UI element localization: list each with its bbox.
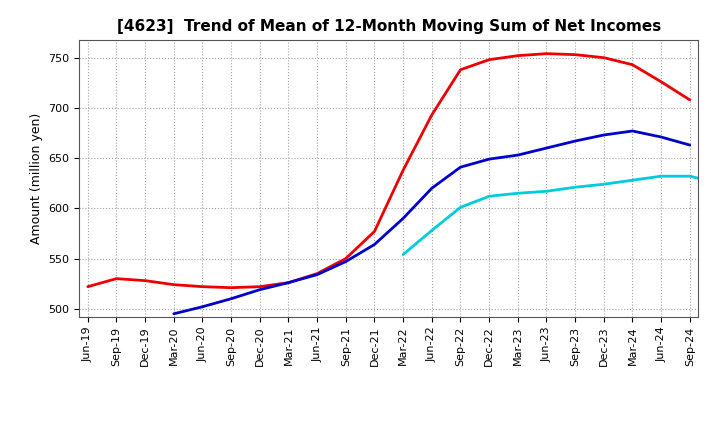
7 Years: [485, 194, 493, 199]
5 Years: [542, 146, 551, 151]
5 Years: [399, 216, 408, 221]
3 Years: [571, 52, 580, 57]
Line: 5 Years: 5 Years: [174, 131, 690, 314]
3 Years: [141, 278, 150, 283]
3 Years: [169, 282, 178, 287]
Line: 7 Years: 7 Years: [403, 176, 720, 254]
5 Years: [685, 143, 694, 148]
7 Years: [600, 182, 608, 187]
Y-axis label: Amount (million yen): Amount (million yen): [30, 113, 42, 244]
5 Years: [370, 242, 379, 247]
5 Years: [428, 186, 436, 191]
3 Years: [227, 285, 235, 290]
3 Years: [399, 168, 408, 173]
5 Years: [169, 311, 178, 316]
3 Years: [428, 112, 436, 117]
7 Years: [571, 185, 580, 190]
5 Years: [628, 128, 636, 134]
5 Years: [456, 165, 465, 170]
5 Years: [571, 139, 580, 144]
5 Years: [312, 272, 321, 277]
3 Years: [341, 256, 350, 261]
3 Years: [456, 67, 465, 72]
7 Years: [628, 178, 636, 183]
7 Years: [685, 173, 694, 179]
5 Years: [600, 132, 608, 138]
3 Years: [513, 53, 522, 59]
5 Years: [198, 304, 207, 309]
7 Years: [456, 205, 465, 210]
7 Years: [714, 180, 720, 186]
3 Years: [198, 284, 207, 290]
5 Years: [284, 280, 293, 285]
3 Years: [542, 51, 551, 56]
3 Years: [657, 79, 665, 84]
3 Years: [685, 97, 694, 103]
3 Years: [256, 284, 264, 290]
Line: 3 Years: 3 Years: [88, 54, 690, 288]
5 Years: [341, 259, 350, 264]
5 Years: [227, 296, 235, 301]
3 Years: [485, 57, 493, 62]
3 Years: [312, 271, 321, 276]
7 Years: [542, 189, 551, 194]
Title: [4623]  Trend of Mean of 12-Month Moving Sum of Net Incomes: [4623] Trend of Mean of 12-Month Moving …: [117, 19, 661, 34]
5 Years: [256, 287, 264, 292]
3 Years: [84, 284, 92, 290]
7 Years: [657, 173, 665, 179]
7 Years: [513, 191, 522, 196]
3 Years: [600, 55, 608, 60]
3 Years: [112, 276, 121, 281]
7 Years: [428, 228, 436, 233]
3 Years: [284, 280, 293, 285]
5 Years: [513, 152, 522, 158]
3 Years: [370, 229, 379, 234]
7 Years: [399, 252, 408, 257]
3 Years: [628, 62, 636, 67]
5 Years: [657, 134, 665, 139]
5 Years: [485, 157, 493, 162]
